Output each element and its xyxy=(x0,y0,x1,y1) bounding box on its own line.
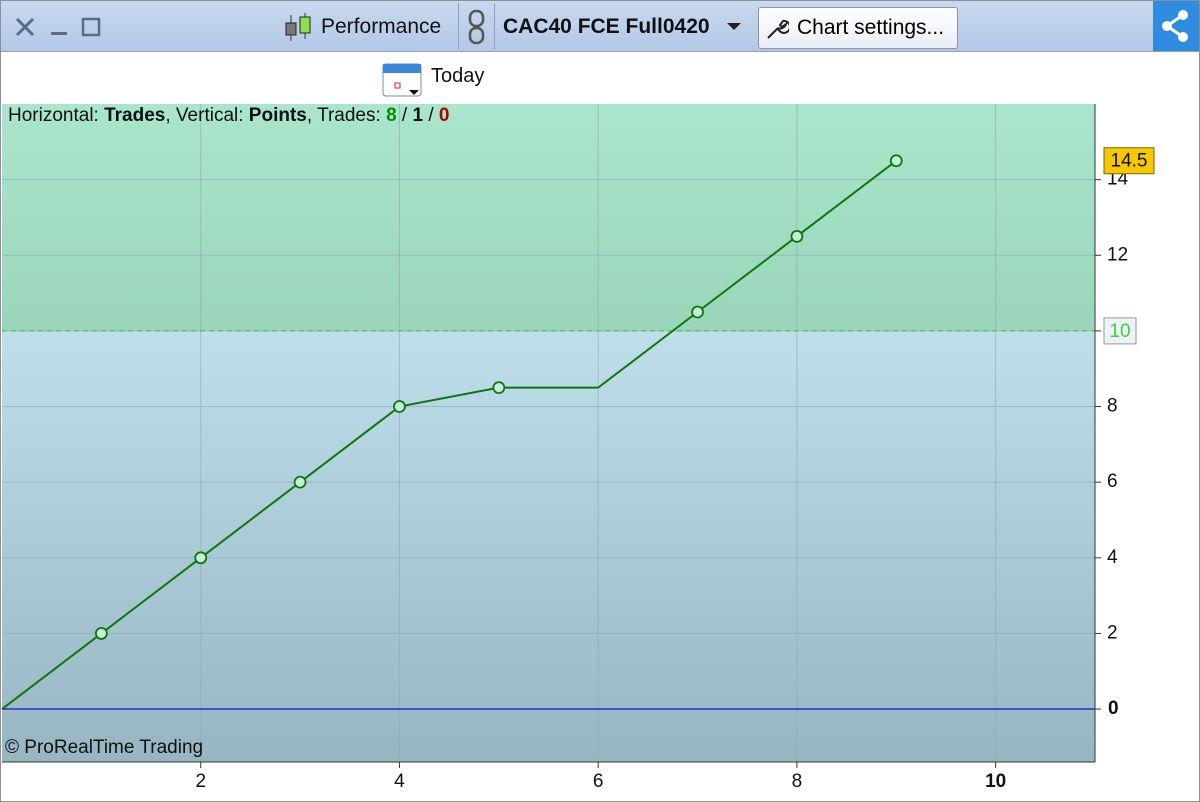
share-button[interactable] xyxy=(1153,1,1199,51)
legend-part: , Vertical: xyxy=(165,105,249,126)
y-tick-label: 6 xyxy=(1107,471,1118,492)
y-tick-label: 0 xyxy=(1108,698,1119,719)
dropdown-arrow[interactable] xyxy=(727,23,741,31)
legend-part: / xyxy=(423,105,439,126)
trade-marker xyxy=(889,154,903,168)
share-icon xyxy=(1162,10,1188,42)
legend-part: 0 xyxy=(438,105,450,126)
threshold-label: 10 xyxy=(1109,321,1130,342)
y-tick-label: 4 xyxy=(1107,547,1118,568)
x-tick-label: 8 xyxy=(792,771,803,792)
trade-marker xyxy=(94,627,108,640)
last-value-label: 14.5 xyxy=(1111,151,1148,172)
threshold-badge xyxy=(1103,317,1137,345)
positive-zone xyxy=(2,104,1095,331)
wrench-icon xyxy=(767,19,789,39)
instrument[interactable]: CAC40 FCE Full0420 xyxy=(503,15,710,38)
last-value-badge xyxy=(1103,147,1155,175)
y-tick-label: 12 xyxy=(1107,244,1128,265)
performance-label[interactable]: Performance xyxy=(321,15,442,38)
legend-part: , Trades: xyxy=(306,105,387,126)
settings-button[interactable]: Chart settings... xyxy=(758,7,958,49)
y-tick-label: 8 xyxy=(1107,396,1118,417)
x-tick-label: 10 xyxy=(985,771,1006,792)
x-tick-label: 6 xyxy=(593,771,604,792)
y-tick-label: 2 xyxy=(1107,622,1118,643)
window-controls[interactable] xyxy=(13,15,103,39)
calendar-icon[interactable] xyxy=(381,59,425,99)
trade-marker xyxy=(393,400,406,413)
x-tick-label: 4 xyxy=(394,771,405,792)
today-label[interactable]: Today xyxy=(431,65,485,87)
x-tick-label: 2 xyxy=(195,771,206,792)
legend-part: 8 xyxy=(386,105,397,126)
toolbar: Performance CAC40 FCE Full0420 Chart set… xyxy=(1,1,1199,52)
candles-icon xyxy=(285,13,311,41)
legend-part: 1 xyxy=(412,105,424,126)
trade-marker xyxy=(790,229,804,243)
separator xyxy=(494,3,495,49)
settings-label: Chart settings... xyxy=(797,16,945,39)
separator xyxy=(458,3,459,49)
legend-part: Points xyxy=(248,105,307,126)
legend-part: Trades xyxy=(104,105,166,126)
trade-marker xyxy=(492,381,506,395)
trade-marker xyxy=(691,305,704,319)
legend-part: / xyxy=(396,105,413,126)
trade-marker xyxy=(293,475,307,489)
trade-marker xyxy=(194,551,208,565)
legend-part: Horizontal: xyxy=(8,105,105,126)
watermark: © ProRealTime Trading xyxy=(5,737,204,758)
equity-line xyxy=(1,159,897,710)
link-icon[interactable] xyxy=(467,9,487,45)
chart-legend: Horizontal: Trades, Vertical: Points, Tr… xyxy=(8,105,449,127)
base-zone xyxy=(2,330,1095,762)
